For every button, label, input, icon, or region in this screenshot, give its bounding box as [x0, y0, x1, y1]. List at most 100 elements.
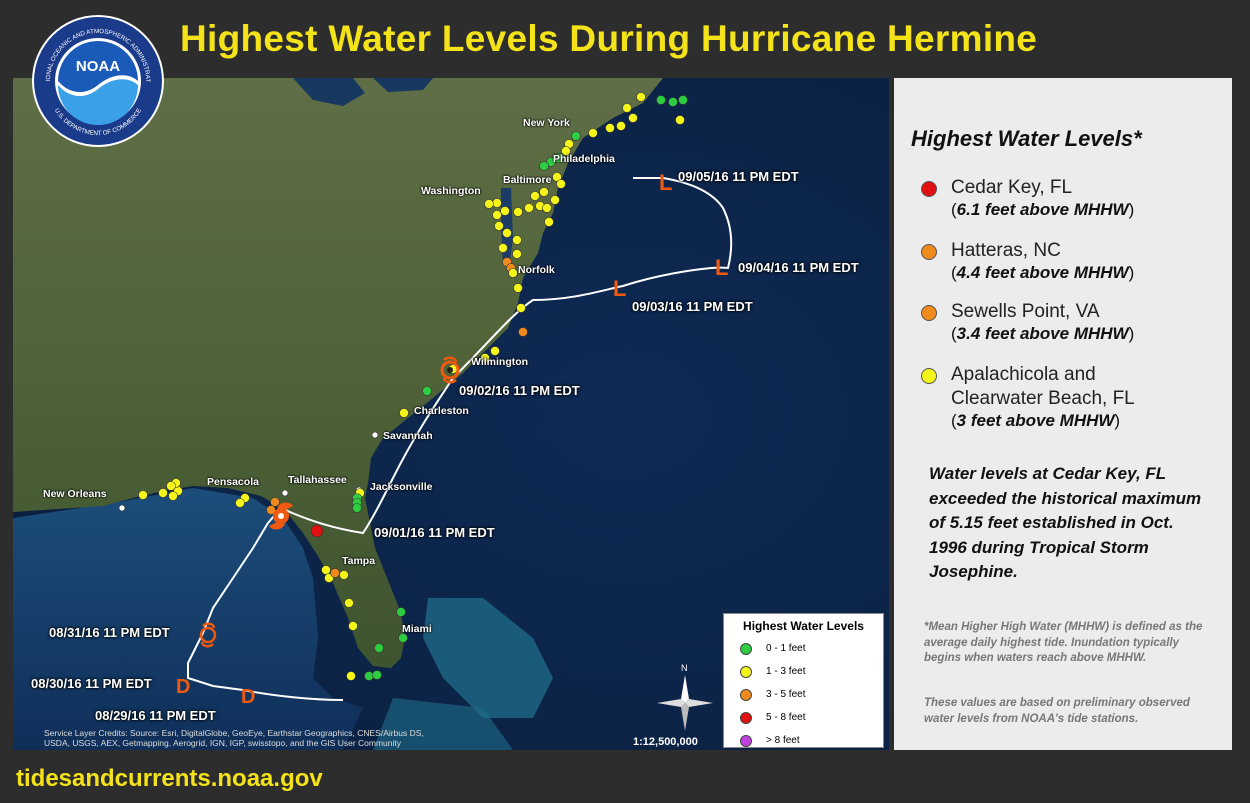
- station-dot: [524, 203, 534, 213]
- entry-detail: (3.4 feet above MHHW): [951, 324, 1135, 343]
- city-label-philadelphia: Philadelphia: [553, 153, 615, 165]
- entry-name-line2: Clearwater Beach, FL: [951, 388, 1135, 409]
- entry-name: Cedar Key, FL: [951, 177, 1073, 198]
- map-credits: Service Layer Credits: Source: Esri, Dig…: [44, 728, 424, 748]
- station-dot: [492, 198, 502, 208]
- north-arrow: N: [657, 663, 713, 731]
- city-label-pensacola: Pensacola: [207, 476, 259, 488]
- map-legend-item: 3 - 5 feet: [724, 683, 883, 706]
- station-dot: [118, 504, 126, 512]
- legend-dot-5-8: [740, 711, 752, 724]
- station-dot: [616, 121, 626, 131]
- station-dot: [539, 161, 549, 171]
- tropical-storm-symbol-0902: [440, 356, 460, 384]
- station-dot: [364, 671, 374, 681]
- city-label-tallahassee: Tallahassee: [288, 474, 347, 486]
- mhhw-footnote: *Mean Higher High Water (MHHW) is define…: [924, 621, 1203, 664]
- track-label-0901: 09/01/16 11 PM EDT: [374, 525, 495, 540]
- station-dot: [518, 327, 528, 337]
- station-dot: [158, 488, 168, 498]
- entry-dot: [921, 305, 937, 321]
- legend-dot-0-1: [740, 642, 752, 655]
- station-dot: [556, 179, 566, 189]
- station-dot: [371, 431, 379, 439]
- city-label-washington: Washington: [421, 185, 481, 197]
- entry-detail: (3 feet above MHHW): [951, 411, 1121, 430]
- city-label-jacksonville: Jacksonville: [370, 481, 433, 493]
- low-symbol-0904: L: [715, 255, 728, 280]
- station-dot: [352, 503, 362, 513]
- station-dot: [166, 481, 176, 491]
- map-legend-item: > 8 feet: [724, 729, 883, 750]
- track-label-0903: 09/03/16 11 PM EDT: [632, 299, 753, 314]
- station-dot: [636, 92, 646, 102]
- station-dot: [588, 128, 598, 138]
- lake-ontario: [373, 78, 433, 92]
- city-label-baltimore: Baltimore: [503, 174, 552, 186]
- gulf-of-mexico: [13, 488, 363, 750]
- station-dot: [513, 207, 523, 217]
- legend-label: > 8 feet: [766, 735, 800, 746]
- station-dot: [554, 153, 564, 163]
- track-label-0829: 08/29/16 11 PM EDT: [95, 708, 216, 723]
- station-dot: [656, 95, 666, 105]
- station-dot: [398, 633, 408, 643]
- map-legend: Highest Water Levels 0 - 1 feet 1 - 3 fe…: [723, 613, 884, 748]
- station-dot: [513, 283, 523, 293]
- storm-symbols: L L L D D: [176, 170, 728, 708]
- map-legend-title: Highest Water Levels: [743, 619, 864, 633]
- station-dot: [344, 598, 354, 608]
- station-dot: [339, 570, 349, 580]
- city-label-charleston: Charleston: [414, 405, 469, 417]
- info-panel-heading: Highest Water Levels*: [911, 126, 1142, 151]
- noaa-logo-text: NOAA: [76, 58, 120, 75]
- station-dot: [374, 643, 384, 653]
- entry-detail: (6.1 feet above MHHW): [951, 200, 1135, 219]
- legend-dot-3-5: [740, 688, 752, 701]
- legend-label: 5 - 8 feet: [766, 712, 806, 723]
- station-dot: [399, 408, 409, 418]
- low-symbol-0905: L: [659, 170, 672, 195]
- station-dot: [480, 353, 490, 363]
- legend-dot-gt-8: [740, 734, 752, 747]
- track-label-0831: 08/31/16 11 PM EDT: [49, 625, 170, 640]
- station-dot: [138, 490, 148, 500]
- station-dot: [544, 217, 554, 227]
- map-scale: 1:12,500,000: [633, 736, 698, 748]
- entry-detail: (4.4 feet above MHHW): [951, 263, 1135, 282]
- station-dot: [396, 607, 406, 617]
- station-dot: [512, 235, 522, 245]
- legend-label: 3 - 5 feet: [766, 689, 806, 700]
- station-dot: [484, 199, 494, 209]
- station-dot: [281, 489, 289, 497]
- station-dot: [628, 113, 638, 123]
- entry-dot: [921, 368, 937, 384]
- cuba-shallows: [373, 698, 513, 750]
- noaa-logo: NOAA NATIONAL OCEANIC AND ATMOSPHERIC AD…: [30, 13, 164, 147]
- city-label-new-orleans: New Orleans: [43, 488, 107, 500]
- hurricane-map: L L L D D: [13, 78, 889, 750]
- station-dot: [422, 386, 432, 396]
- bahamas-shallows: [423, 598, 553, 718]
- station-dot: [508, 268, 518, 278]
- north-arrow-label: N: [681, 663, 688, 673]
- hurricane-symbol-0901: [269, 502, 293, 530]
- entry-dot: [921, 181, 937, 197]
- track-label-0905: 09/05/16 11 PM EDT: [678, 169, 799, 184]
- station-dot: [512, 249, 522, 259]
- map-legend-item: 0 - 1 feet: [724, 637, 883, 660]
- station-dot: [542, 203, 552, 213]
- city-label-tampa: Tampa: [342, 555, 376, 567]
- footer-url-link[interactable]: tidesandcurrents.noaa.gov: [16, 765, 323, 792]
- city-label-new-york: New York: [523, 117, 570, 129]
- legend-label: 1 - 3 feet: [766, 666, 806, 677]
- low-symbol-0903: L: [613, 276, 626, 301]
- map-overlay: L L L D D: [118, 92, 733, 731]
- legend-dot-1-3: [740, 665, 752, 678]
- station-dot: [550, 195, 560, 205]
- station-dot: [561, 146, 571, 156]
- station-dot: [310, 524, 324, 538]
- station-dot: [675, 115, 685, 125]
- station-dot: [502, 228, 512, 238]
- city-label-miami: Miami: [402, 623, 432, 635]
